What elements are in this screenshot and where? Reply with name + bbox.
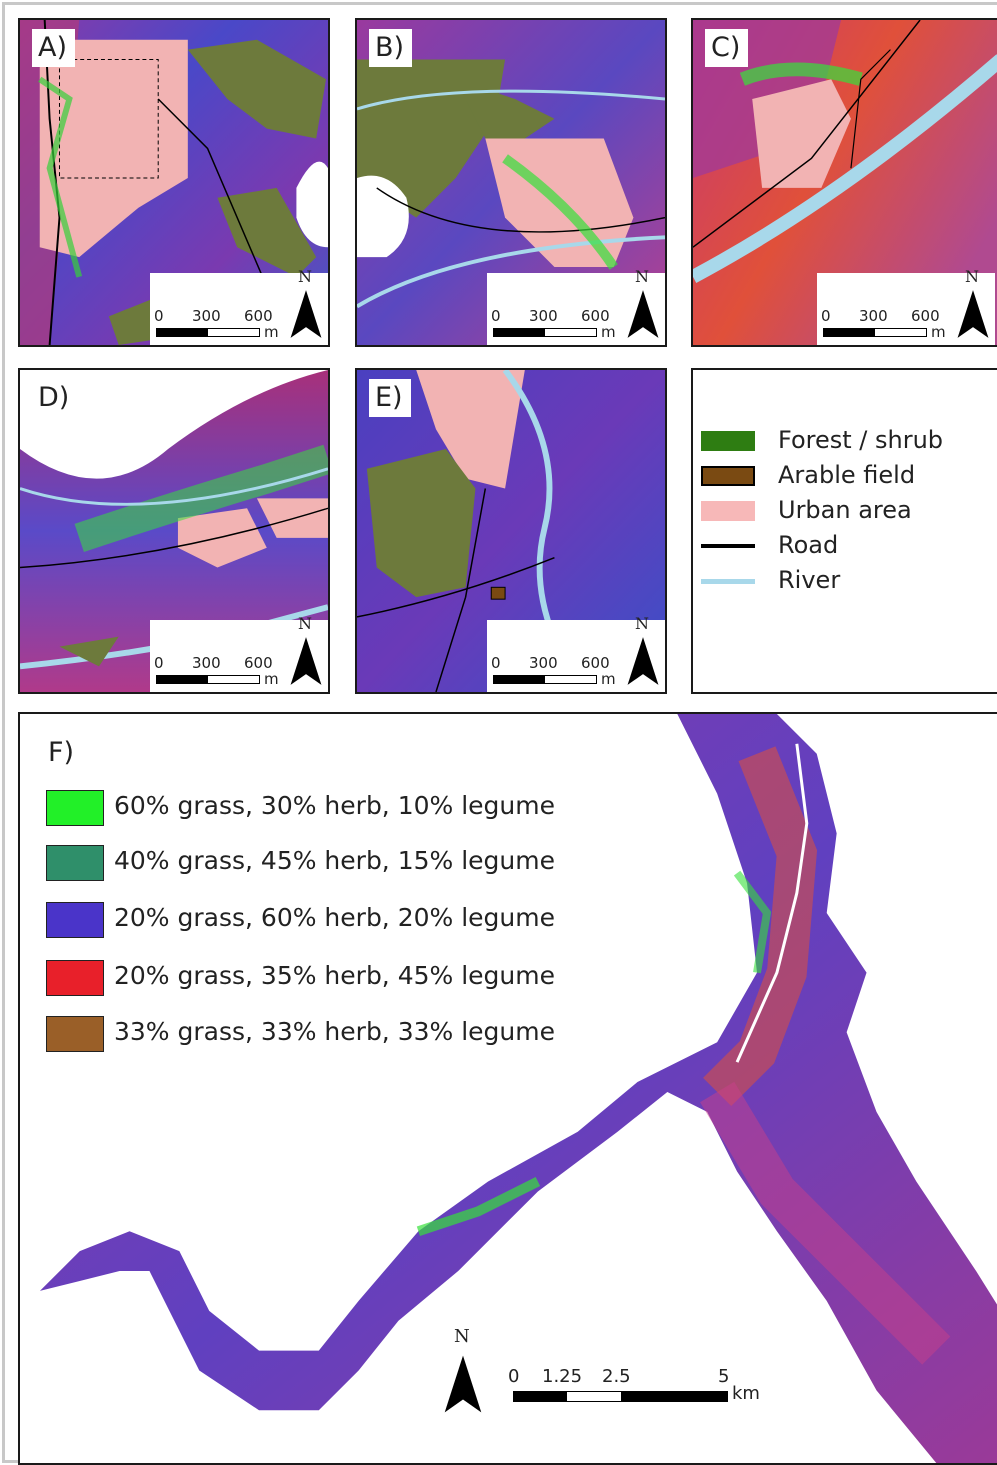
panel-label-a: A) <box>32 29 76 67</box>
north-arrow-icon: N <box>621 614 665 690</box>
scale-tick: 300 <box>859 307 888 325</box>
legend-label: 40% grass, 45% herb, 15% legume <box>114 846 555 875</box>
scale-unit: m <box>601 670 616 688</box>
legend-swatch <box>46 790 104 826</box>
north-arrow-icon: N <box>284 614 328 690</box>
map-a-raster <box>20 20 328 345</box>
legend-label: 20% grass, 35% herb, 45% legume <box>114 961 555 990</box>
scale-tick: 0 <box>491 654 501 672</box>
scale-tick: 1.25 <box>542 1366 583 1387</box>
scale-tick: 0 <box>491 307 501 325</box>
map-panel-a: A) 0 300 600 m N <box>18 18 330 347</box>
legend-label: River <box>778 566 841 594</box>
legend-item-river: River <box>701 566 997 594</box>
legend-item-mix-5: 33% grass, 33% herb, 33% legume <box>46 1016 606 1052</box>
scale-tick: 600 <box>581 654 610 672</box>
legend-item-urban: Urban area <box>701 496 997 524</box>
scale-bar-graphic <box>493 675 597 684</box>
legend-swatch <box>701 431 755 451</box>
scale-bar-graphic <box>156 328 260 337</box>
legend-label: Forest / shrub <box>778 426 944 454</box>
legend-item-mix-4: 20% grass, 35% herb, 45% legume <box>46 960 606 996</box>
scale-tick: 600 <box>244 307 273 325</box>
scale-bar-graphic <box>156 675 260 684</box>
legend-swatch <box>46 845 104 881</box>
scale-tick: 2.5 <box>602 1366 631 1387</box>
scale-unit: m <box>601 323 616 341</box>
scale-tick: 600 <box>911 307 940 325</box>
map-f-raster <box>39 714 997 1463</box>
legend-swatch <box>46 960 104 996</box>
scale-unit: m <box>931 323 946 341</box>
map-panel-b: B) 0 300 600 m N <box>355 18 667 347</box>
legend-swatch <box>701 466 755 486</box>
legend-swatch <box>46 1016 104 1052</box>
map-b-raster <box>357 20 665 345</box>
legend-item-arable: Arable field <box>701 461 997 489</box>
scale-bar: 0 300 600 m <box>487 620 665 692</box>
legend-item-mix-2: 40% grass, 45% herb, 15% legume <box>46 845 606 881</box>
scale-tick: 600 <box>581 307 610 325</box>
scale-tick: 300 <box>192 307 221 325</box>
scale-bar: 0 300 600 m <box>150 620 328 692</box>
panel-label-f: F) <box>48 737 75 768</box>
legend-item-road: Road <box>701 531 997 559</box>
scale-unit: km <box>732 1383 760 1404</box>
north-arrow-icon: N <box>284 267 328 343</box>
north-label: N <box>454 1326 470 1347</box>
map-panel-c: C) 0 300 600 m N <box>691 18 997 347</box>
north-arrow-icon: N <box>440 1326 486 1416</box>
scale-unit: m <box>264 670 279 688</box>
north-label: N <box>298 614 312 633</box>
scale-tick: 5 <box>718 1366 730 1387</box>
legend-item-mix-3: 20% grass, 60% herb, 20% legume <box>46 902 606 938</box>
legend-item-mix-1: 60% grass, 30% herb, 10% legume <box>46 790 606 826</box>
scale-bar-graphic <box>823 328 927 337</box>
scale-bar: 0 300 600 m <box>150 273 328 345</box>
scale-tick: 300 <box>529 307 558 325</box>
legend-swatch <box>701 544 755 548</box>
scale-bar-large: N 0 1.25 2.5 5 km <box>430 1326 770 1446</box>
north-arrow-icon: N <box>621 267 665 343</box>
legend-label: 33% grass, 33% herb, 33% legume <box>114 1017 555 1046</box>
legend-swatch <box>46 902 104 938</box>
legend-item-forest: Forest / shrub <box>701 426 997 454</box>
panel-label-d: D) <box>32 379 78 417</box>
scale-tick: 600 <box>244 654 273 672</box>
panel-label-c: C) <box>705 29 749 67</box>
panel-label-e: E) <box>369 379 411 417</box>
panel-label-b: B) <box>369 29 413 67</box>
legend-label: 20% grass, 60% herb, 20% legume <box>114 903 555 932</box>
scale-bar: 0 300 600 m <box>487 273 665 345</box>
map-legend: Forest / shrub Arable field Urban area R… <box>691 368 997 694</box>
scale-tick: 0 <box>508 1366 520 1387</box>
legend-swatch <box>701 501 755 521</box>
scale-bar: 0 300 600 m <box>817 273 995 345</box>
legend-swatch <box>701 579 755 584</box>
legend-label: Arable field <box>778 461 916 489</box>
legend-label: 60% grass, 30% herb, 10% legume <box>114 791 555 820</box>
map-panel-e: E) 0 300 600 m N <box>355 368 667 694</box>
scale-bar-graphic <box>513 1391 728 1402</box>
north-label: N <box>635 614 649 633</box>
north-arrow-icon: N <box>951 267 995 343</box>
scale-tick: 300 <box>192 654 221 672</box>
map-panel-f: F) 60% grass, 30% herb, 10% legume 40% g… <box>18 712 997 1465</box>
legend-label: Road <box>778 531 839 559</box>
legend-label: Urban area <box>778 496 912 524</box>
scale-bar-graphic <box>493 328 597 337</box>
north-label: N <box>298 267 312 286</box>
scale-tick: 0 <box>154 307 164 325</box>
north-label: N <box>965 267 979 286</box>
scale-unit: m <box>264 323 279 341</box>
scale-tick: 0 <box>821 307 831 325</box>
map-panel-d: D) 0 300 600 m N <box>18 368 330 694</box>
north-label: N <box>635 267 649 286</box>
scale-tick: 0 <box>154 654 164 672</box>
scale-tick: 300 <box>529 654 558 672</box>
